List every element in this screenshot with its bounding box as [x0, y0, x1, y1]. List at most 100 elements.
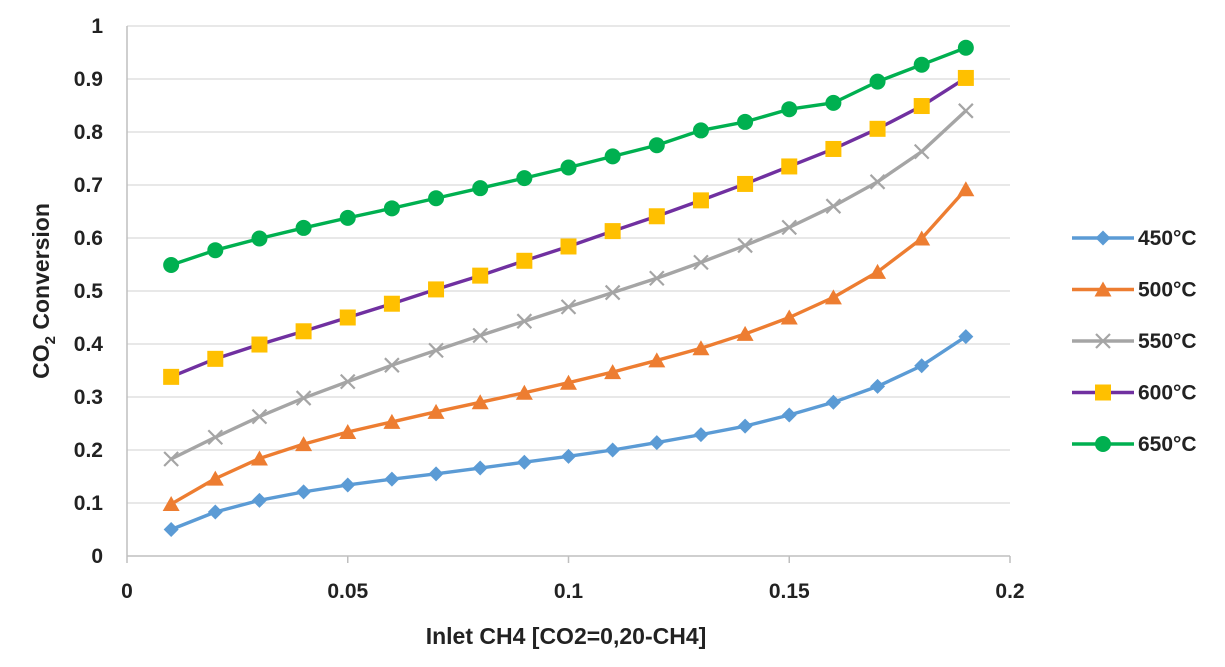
data-point: [383, 295, 400, 312]
data-point: [870, 378, 886, 394]
legend-label: 450°C: [1138, 227, 1197, 250]
data-point: [692, 192, 709, 209]
data-point: [515, 384, 533, 400]
x-tick-label: 0.15: [769, 580, 810, 603]
legend-label: 500°C: [1138, 279, 1197, 302]
data-point: [427, 403, 445, 419]
legend-item: 450°C: [1072, 227, 1197, 250]
data-point: [957, 39, 974, 56]
data-point: [295, 436, 313, 452]
legend-item: 550°C: [1072, 330, 1197, 353]
data-point: [913, 98, 930, 115]
data-point: [737, 418, 753, 434]
y-axis-title-subscript: 2: [42, 336, 59, 344]
data-point: [472, 327, 488, 344]
data-point: [604, 148, 621, 165]
data-point: [472, 267, 489, 284]
legend-item: 650°C: [1072, 433, 1197, 456]
y-tick-label: 0.1: [74, 492, 104, 515]
data-point: [339, 309, 356, 326]
data-point: [737, 175, 754, 192]
legend-marker: [1095, 230, 1111, 246]
data-point: [869, 73, 886, 90]
data-point: [648, 352, 666, 368]
data-point: [251, 336, 268, 353]
data-point: [340, 477, 356, 493]
data-point: [648, 137, 665, 154]
data-point: [339, 423, 357, 439]
data-point: [824, 289, 842, 305]
data-point: [604, 284, 621, 301]
data-point: [428, 342, 444, 359]
data-point: [605, 442, 621, 458]
data-point: [428, 466, 444, 482]
data-point: [957, 69, 974, 86]
series-line: [170, 46, 967, 267]
data-point: [914, 358, 930, 374]
data-point: [384, 471, 400, 487]
x-tick-label: 0.2: [995, 580, 1024, 603]
data-point: [516, 313, 533, 329]
data-point: [163, 451, 179, 467]
data-point: [384, 357, 400, 373]
y-axis-title: CO2 Conversion: [28, 203, 59, 379]
data-point: [649, 435, 665, 451]
data-point: [383, 413, 401, 429]
y-tick-label: 0.3: [74, 386, 103, 409]
y-axis-title-main: CO: [28, 344, 54, 379]
data-point: [207, 504, 223, 520]
x-axis-title: Inlet CH4 [CO2=0,20-CH4]: [426, 623, 707, 649]
y-tick-label: 0: [91, 545, 103, 568]
data-point: [780, 309, 798, 325]
data-point: [913, 230, 931, 246]
legend-item: 600°C: [1072, 382, 1197, 405]
data-point: [472, 180, 489, 197]
data-point: [781, 407, 797, 423]
data-point: [472, 460, 488, 476]
legend-item: 500°C: [1072, 279, 1197, 302]
legend-marker: [1095, 333, 1111, 349]
y-tick-label: 0.9: [74, 68, 103, 91]
data-point: [207, 429, 224, 446]
data-point: [163, 368, 180, 385]
data-point: [339, 209, 356, 226]
x-tick-label: 0.05: [327, 580, 368, 603]
legend-marker: [1095, 436, 1111, 452]
y-tick-label: 0.8: [74, 121, 104, 144]
data-point: [781, 101, 798, 118]
data-point: [869, 263, 887, 279]
axes: [126, 26, 1011, 563]
data-point: [207, 242, 224, 259]
data-point: [869, 174, 886, 190]
data-point: [296, 484, 312, 500]
data-point: [825, 140, 842, 157]
y-tick-label: 1: [91, 15, 103, 38]
data-point: [913, 143, 930, 160]
data-point: [163, 522, 179, 537]
series-2: [162, 181, 975, 512]
y-axis-title-rest: Conversion: [28, 203, 54, 336]
data-point: [736, 325, 754, 341]
y-tick-label: 0.5: [74, 280, 104, 303]
data-point: [162, 496, 180, 512]
data-point: [383, 200, 400, 217]
legend-label: 650°C: [1138, 433, 1197, 456]
x-tick-label: 0: [121, 580, 133, 603]
y-tick-label: 0.7: [74, 174, 103, 197]
series-line: [170, 335, 967, 532]
legend-marker: [1094, 281, 1112, 297]
data-point: [560, 374, 577, 390]
x-tick-label: 0.1: [554, 580, 584, 603]
data-point: [781, 158, 798, 175]
legend-marker: [1095, 384, 1111, 401]
data-point: [958, 329, 974, 345]
data-point: [295, 323, 312, 340]
data-point: [251, 230, 268, 247]
data-point: [251, 492, 267, 508]
data-point: [604, 223, 621, 240]
legend-label: 600°C: [1138, 382, 1197, 405]
y-tick-label: 0.2: [74, 439, 103, 462]
data-point: [692, 340, 710, 356]
